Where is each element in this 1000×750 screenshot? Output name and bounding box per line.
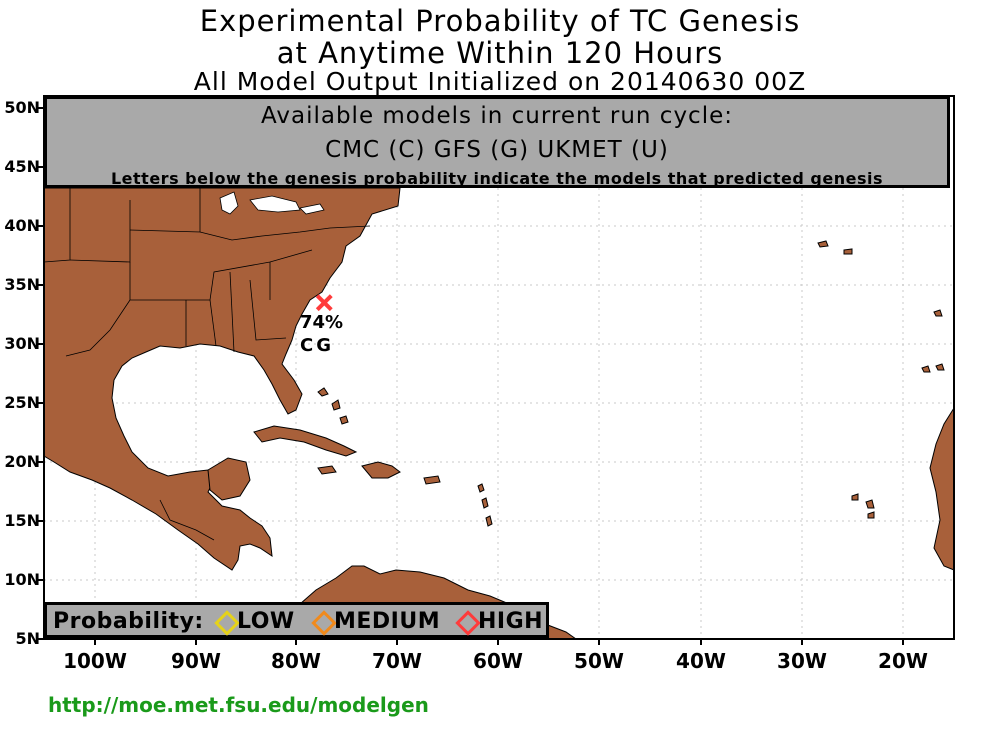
lon-label-40w: 40W <box>676 649 726 673</box>
legend-title: Probability: <box>53 609 204 634</box>
lon-label-70w: 70W <box>372 649 422 673</box>
bahamas-islands <box>317 387 349 425</box>
legend-medium-label: MEDIUM <box>334 609 441 634</box>
footer-url: http://moe.met.fsu.edu/modelgen <box>48 693 429 717</box>
medium-diamond-icon <box>311 610 337 636</box>
low-diamond-icon <box>214 610 240 636</box>
yucatan-land <box>207 457 251 501</box>
probability-legend: Probability: LOW MEDIUM HIGH <box>44 602 549 638</box>
lat-label-50n: 50N <box>4 98 40 117</box>
models-note: Letters below the genesis probability in… <box>110 169 883 188</box>
lat-label-15n: 15N <box>4 511 40 530</box>
cape-verde-islands <box>851 493 875 519</box>
lon-label-60w: 60W <box>473 649 523 673</box>
lat-label-25n: 25N <box>4 393 40 412</box>
title-line-3: All Model Output Initialized on 20140630… <box>193 67 807 96</box>
lon-label-20w: 20W <box>878 649 928 673</box>
title-line-1: Experimental Probability of TC Genesis <box>199 4 801 38</box>
north-america-land <box>43 187 401 571</box>
africa-land <box>929 406 955 571</box>
axis-ticks <box>38 107 904 645</box>
legend-high-label: HIGH <box>478 609 544 634</box>
puerto-rico-land <box>423 475 441 485</box>
models-panel-heading: Available models in current run cycle: <box>260 103 733 129</box>
jamaica-land <box>317 465 337 475</box>
lat-label-40n: 40N <box>4 216 40 235</box>
lat-label-30n: 30N <box>4 334 40 353</box>
models-panel: Available models in current run cycle: C… <box>44 96 950 188</box>
political-borders <box>43 188 371 541</box>
antilles-islands <box>477 483 493 527</box>
lon-label-90w: 90W <box>171 649 221 673</box>
hispaniola-land <box>361 461 401 479</box>
lon-label-50w: 50W <box>574 649 624 673</box>
storm-models-label: CG <box>300 335 334 356</box>
storm-probability-label: 74% <box>300 312 344 333</box>
high-diamond-icon <box>455 610 481 636</box>
azores-islands <box>817 240 853 255</box>
lat-label-35n: 35N <box>4 275 40 294</box>
models-list: CMC (C) GFS (G) UKMET (U) <box>325 137 669 163</box>
lon-label-100w: 100W <box>63 649 127 673</box>
great-lakes <box>219 191 325 215</box>
lon-label-30w: 30W <box>777 649 827 673</box>
legend-low-label: LOW <box>237 609 295 634</box>
storm-marker <box>315 294 333 312</box>
lat-label-20n: 20N <box>4 452 40 471</box>
lat-label-45n: 45N <box>4 157 40 176</box>
madeira-islands <box>933 309 943 317</box>
lon-label-80w: 80W <box>271 649 321 673</box>
cuba-land <box>253 425 358 457</box>
title-line-2: at Anytime Within 120 Hours <box>276 36 724 70</box>
lat-label-5n: 5N <box>15 629 40 648</box>
lat-label-10n: 10N <box>4 570 40 589</box>
canary-islands <box>921 363 945 373</box>
